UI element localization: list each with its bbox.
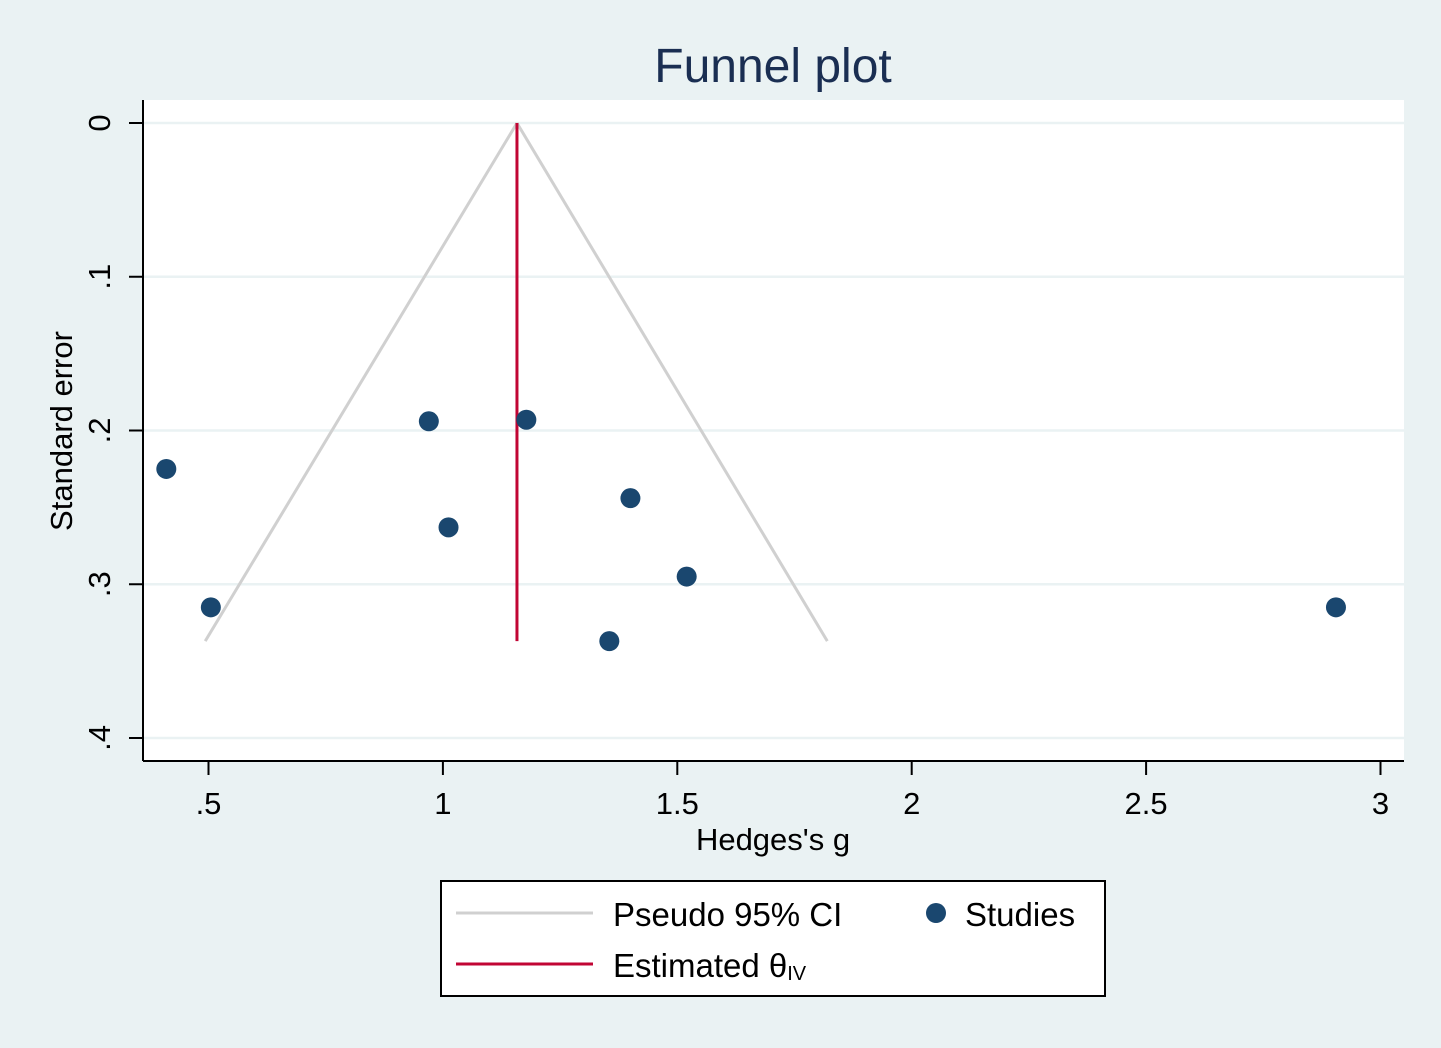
study-point-0	[156, 458, 177, 479]
legend-estimate-subscript: IV	[787, 963, 807, 985]
legend-studies-label: Studies	[965, 896, 1075, 933]
study-point-4	[516, 409, 537, 430]
x-tick-label-4: 2.5	[1125, 786, 1168, 821]
study-point-3	[438, 517, 459, 538]
study-points	[156, 409, 1346, 652]
y-tick-label-4: .4	[82, 725, 117, 751]
y-tick-label-2: .2	[82, 418, 117, 444]
y-tick-label-0: 0	[82, 114, 117, 131]
study-point-5	[599, 631, 620, 652]
y-axis-title: Standard error	[44, 331, 79, 531]
x-tick-label-0: .5	[196, 786, 222, 821]
legend-studies-swatch	[926, 903, 946, 923]
study-point-8	[1325, 597, 1346, 618]
legend: Pseudo 95% CI Studies Estimated θIV	[440, 880, 1106, 997]
study-point-2	[418, 411, 439, 432]
x-axis-ticks: .5 1 1.5 2 2.5 3	[196, 761, 1389, 821]
pseudo-ci-line-1	[515, 122, 829, 642]
pseudo-ci-line-0	[203, 122, 519, 642]
legend-ci-label: Pseudo 95% CI	[613, 896, 842, 933]
study-point-1	[200, 597, 221, 618]
legend-estimate-label: Estimated θIV	[613, 947, 807, 985]
legend-box	[440, 880, 1106, 997]
x-tick-label-2: 1.5	[656, 786, 699, 821]
x-tick-label-1: 1	[434, 786, 451, 821]
y-axis-ticks: 0 .1 .2 .3 .4	[82, 114, 143, 751]
y-tick-label-1: .1	[82, 264, 117, 290]
x-tick-label-3: 2	[903, 786, 920, 821]
study-point-6	[620, 488, 641, 509]
study-point-7	[676, 566, 697, 587]
pseudo-ci-lines	[203, 122, 829, 642]
x-tick-label-5: 3	[1372, 786, 1389, 821]
grid-lines	[143, 121, 1404, 740]
y-tick-label-3: .3	[82, 571, 117, 597]
x-axis-title: Hedges's g	[696, 822, 850, 857]
chart-title: Funnel plot	[654, 40, 892, 93]
legend-estimate-theta: Estimated θ	[613, 947, 787, 984]
